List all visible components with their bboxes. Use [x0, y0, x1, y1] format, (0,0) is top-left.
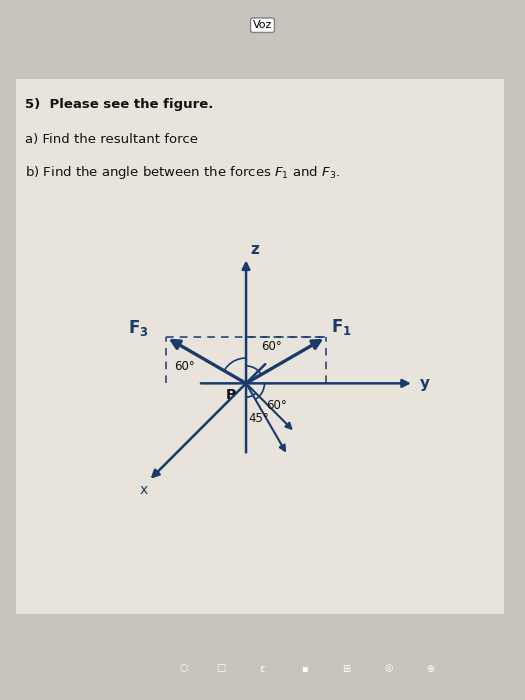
- Text: □: □: [216, 664, 225, 673]
- Text: 60°: 60°: [174, 360, 195, 372]
- Text: $\mathbf{F_1}$: $\mathbf{F_1}$: [331, 317, 352, 337]
- Text: ⊕: ⊕: [426, 664, 435, 673]
- Text: ⊞: ⊞: [342, 664, 351, 673]
- Text: y: y: [419, 376, 429, 391]
- Text: 45°: 45°: [248, 412, 269, 425]
- Text: a) Find the resultant force: a) Find the resultant force: [25, 133, 198, 146]
- Text: $\mathbf{F_3}$: $\mathbf{F_3}$: [128, 318, 148, 337]
- Text: 60°: 60°: [266, 399, 287, 412]
- Text: 60°: 60°: [261, 340, 281, 354]
- Text: b) Find the angle between the forces $F_1$ and $F_3$.: b) Find the angle between the forces $F_…: [25, 164, 340, 181]
- Text: 5)  Please see the figure.: 5) Please see the figure.: [25, 98, 213, 111]
- Text: ε: ε: [260, 664, 265, 673]
- Text: ◎: ◎: [384, 664, 393, 673]
- Text: z: z: [250, 242, 259, 257]
- Text: P: P: [226, 388, 236, 402]
- Text: ○: ○: [180, 664, 188, 673]
- Text: ▪: ▪: [301, 664, 308, 673]
- Text: x: x: [140, 483, 148, 497]
- Text: Voz: Voz: [253, 20, 272, 30]
